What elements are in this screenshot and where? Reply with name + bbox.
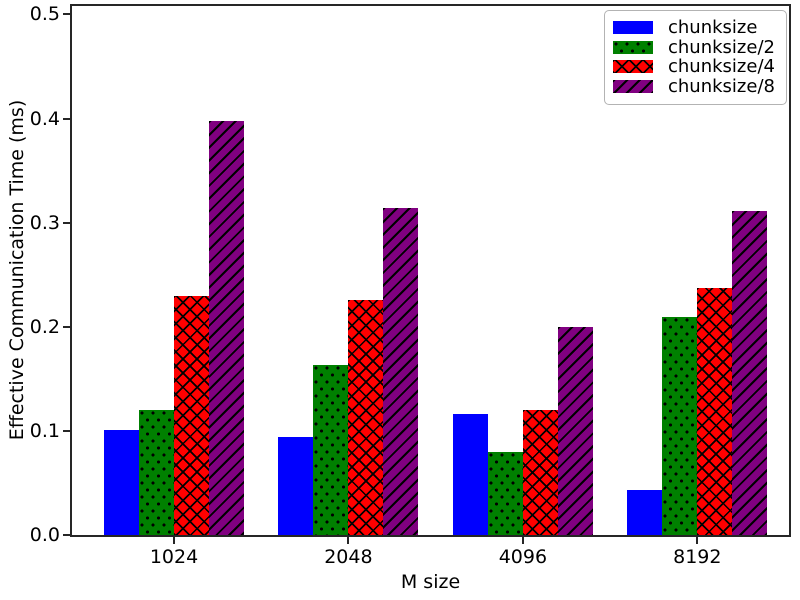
bar-8192-chunksize [627,490,663,535]
x-tick-mark [347,537,350,544]
bar-1024-chunksize [104,429,139,535]
x-axis-label: M size [400,571,461,593]
bar-4096-chunksize/2 [487,451,523,535]
x-tick-mark [696,537,699,544]
legend-item-chunksize/4: chunksize/4 [613,57,786,77]
bar-2048-chunksize/2 [313,365,349,535]
bar-4096-chunksize/8 [557,326,593,535]
legend: chunksize chunksize/2 chunksize/4 chunksize… [604,10,787,105]
y-tick-label: 0.1 [29,419,60,442]
bar-4096-chunksize/4 [522,410,558,535]
bar-8192-chunksize/4 [697,288,733,535]
bar-2048-chunksize [278,437,314,535]
legend-item-chunksize: chunksize [613,18,786,38]
x-tick-label-1024: 1024 [149,546,199,568]
bar-2048-chunksize/4 [348,299,384,535]
bar-8192-chunksize/2 [662,317,698,535]
x-tick-label-8192: 8192 [673,546,722,568]
y-tick-mark [63,221,70,224]
y-tick-mark [63,117,70,120]
y-tick-mark [63,13,70,16]
y-axis-label: Effective Communication Time (ms) [6,99,28,441]
y-tick-label: 0.0 [29,524,60,546]
bar-1024-chunksize/8 [209,120,244,535]
legend-label-chunksize/4: chunksize/4 [668,56,775,78]
legend-item-chunksize/2: chunksize/2 [613,38,786,58]
legend-swatch-chunksize [613,21,653,35]
bar-8192-chunksize/8 [732,211,768,535]
x-tick-mark [521,537,524,544]
bar-4096-chunksize [452,414,488,535]
legend-item-chunksize/8: chunksize/8 [613,77,786,97]
x-tick-mark [173,537,175,544]
y-tick-mark [63,429,70,432]
legend-label-chunksize/8: chunksize/8 [668,75,775,97]
legend-label-chunksize/2: chunksize/2 [668,36,775,58]
x-tick-label-2048: 2048 [324,546,373,568]
y-tick-mark [63,534,70,536]
bar-1024-chunksize/4 [174,295,209,535]
bar-2048-chunksize/8 [383,208,419,535]
y-tick-label: 0.2 [29,315,60,338]
x-tick-label-4096: 4096 [498,546,548,568]
y-tick-label: 0.5 [29,3,60,26]
y-tick-label: 0.3 [29,211,60,234]
bar-1024-chunksize/2 [139,410,174,535]
legend-label-chunksize: chunksize [668,17,758,39]
y-tick-label: 0.4 [29,107,60,130]
legend-swatch-chunksize/2 [613,40,653,54]
y-tick-mark [63,325,70,328]
legend-swatch-chunksize/8 [613,79,653,93]
legend-swatch-chunksize/4 [613,60,653,74]
